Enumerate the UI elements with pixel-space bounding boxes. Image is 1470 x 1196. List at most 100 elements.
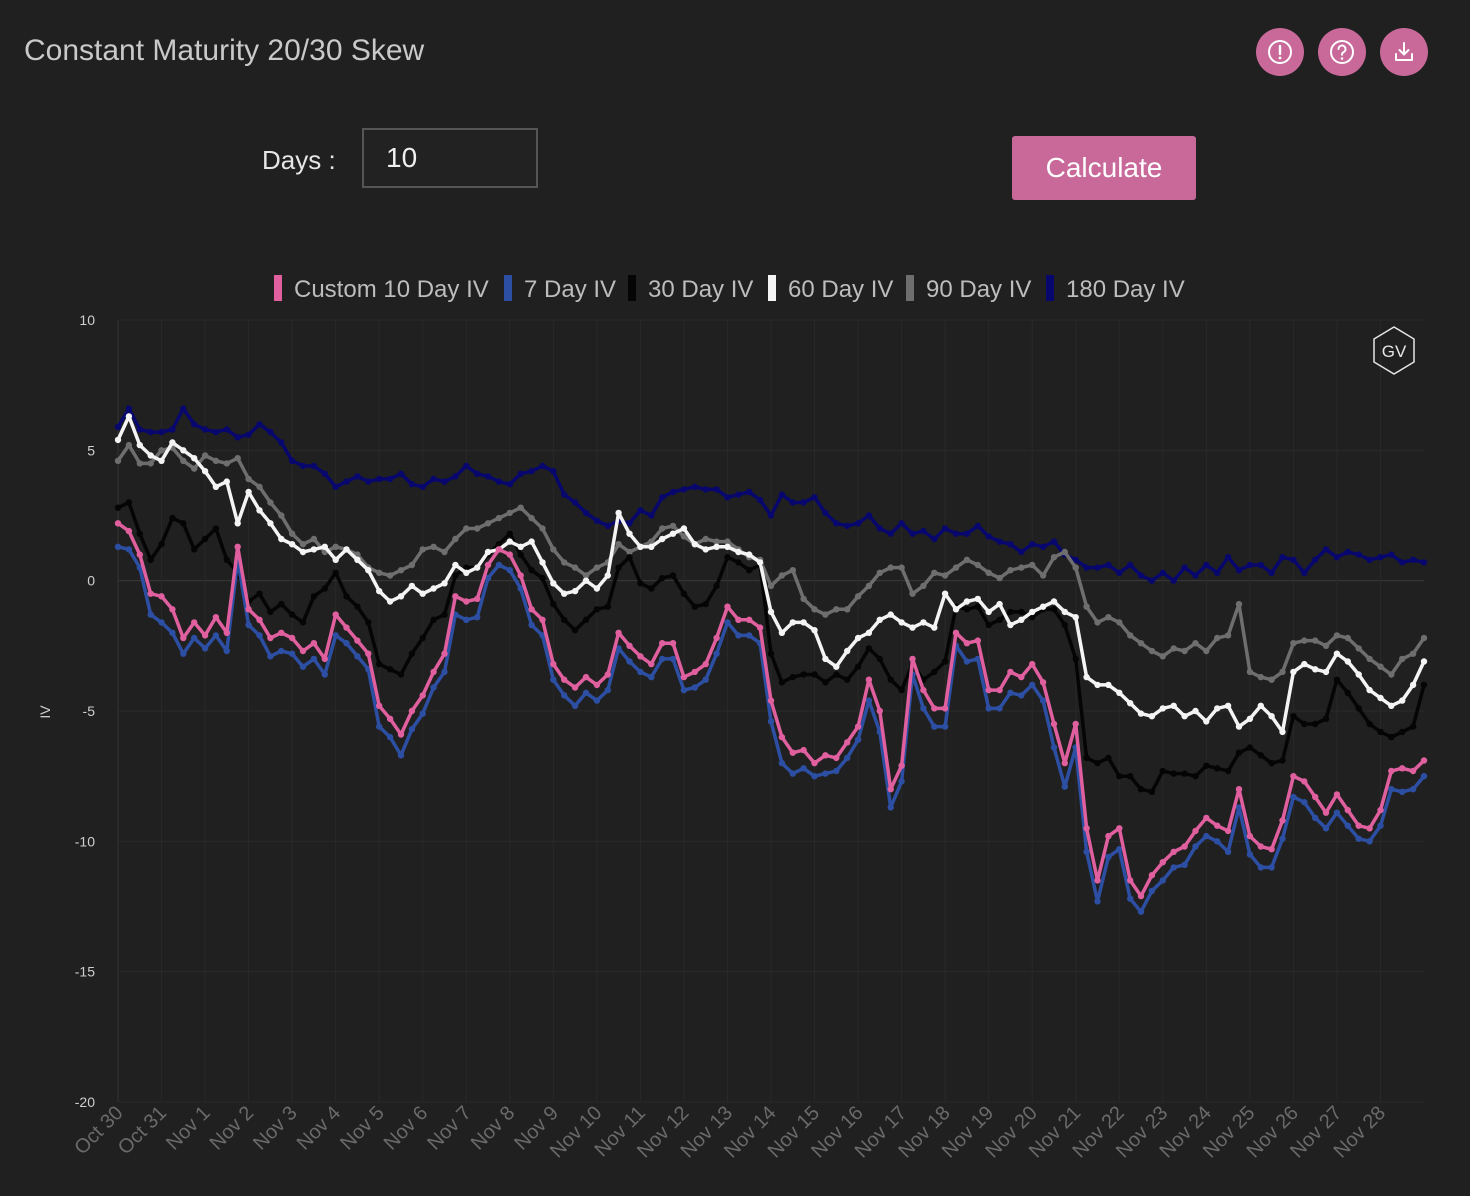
data-point (343, 640, 350, 647)
legend-item[interactable]: 30 Day IV (628, 275, 753, 303)
data-point (637, 668, 644, 676)
data-point (1094, 877, 1101, 884)
data-point (920, 686, 927, 694)
data-point (1137, 908, 1145, 915)
data-point (484, 561, 492, 569)
data-point (941, 723, 949, 730)
data-point (985, 705, 992, 712)
data-point (931, 624, 938, 631)
info-button[interactable] (1256, 28, 1304, 76)
data-point (223, 478, 230, 485)
data-point (1181, 647, 1188, 655)
data-point (267, 653, 274, 660)
data-point (648, 512, 655, 519)
data-point (1029, 608, 1036, 616)
data-point (1039, 543, 1047, 550)
legend-item[interactable]: 7 Day IV (504, 275, 616, 303)
data-point (1388, 702, 1395, 709)
data-point (1301, 720, 1308, 728)
data-point (887, 611, 894, 618)
legend-item[interactable]: 180 Day IV (1046, 275, 1185, 303)
data-point (1388, 786, 1395, 793)
data-point (593, 585, 601, 592)
data-point (1366, 655, 1373, 663)
data-point (659, 525, 666, 532)
data-point (724, 603, 731, 610)
data-point (876, 655, 883, 663)
x-tick-label: Nov 6 (380, 1102, 433, 1155)
data-point (1224, 848, 1232, 855)
data-point (1170, 645, 1177, 652)
data-point (1105, 832, 1112, 840)
data-point (245, 488, 252, 496)
legend[interactable]: Custom 10 Day IV 7 Day IV 30 Day IV 60 Day … (274, 275, 1185, 303)
data-point (909, 655, 916, 663)
data-point (234, 543, 241, 550)
data-point (1214, 765, 1221, 772)
data-point (158, 428, 165, 436)
legend-item[interactable]: Custom 10 Day IV (274, 275, 489, 303)
data-point (539, 616, 546, 623)
data-point (539, 632, 546, 639)
data-point (1268, 676, 1275, 683)
data-point (1312, 793, 1319, 801)
series-180-day-iv (114, 405, 1428, 584)
data-point (724, 494, 731, 501)
data-point (571, 702, 579, 709)
data-point (114, 520, 122, 527)
data-point (1246, 744, 1254, 751)
data-point (1224, 767, 1232, 775)
data-point (1083, 673, 1090, 681)
data-point (680, 590, 688, 597)
data-point (321, 470, 328, 477)
data-point (844, 647, 851, 655)
y-axis: 10 5 0 -5 -10 -15 -20 (75, 312, 95, 1110)
data-point (1388, 551, 1395, 558)
data-point (288, 611, 296, 618)
y-tick-label: -20 (75, 1094, 95, 1110)
data-point (1050, 606, 1058, 613)
data-point (593, 606, 601, 613)
data-point (1127, 773, 1134, 780)
data-point (561, 692, 568, 699)
data-point (245, 475, 252, 483)
legend-item[interactable]: 90 Day IV (906, 275, 1031, 303)
legend-item[interactable]: 60 Day IV (768, 275, 893, 303)
data-point (1333, 554, 1341, 561)
help-button[interactable] (1318, 28, 1366, 76)
data-point (506, 538, 513, 545)
data-point (931, 569, 938, 576)
data-point (1344, 822, 1352, 829)
data-point (1235, 600, 1243, 608)
data-point (724, 554, 731, 561)
data-point (648, 585, 655, 592)
data-point (310, 655, 318, 663)
data-point (332, 569, 339, 576)
data-point (299, 647, 307, 655)
data-point (528, 567, 535, 574)
data-point (974, 561, 981, 569)
download-button[interactable] (1380, 28, 1428, 76)
data-point (996, 574, 1003, 582)
days-input[interactable] (362, 128, 538, 188)
data-point (637, 543, 644, 550)
data-point (789, 619, 796, 626)
calculate-button[interactable]: Calculate (1012, 136, 1196, 200)
data-point (1409, 556, 1417, 563)
y-axis-label: IV (37, 705, 53, 719)
data-point (963, 640, 971, 647)
data-point (1137, 640, 1145, 647)
data-point (822, 655, 829, 663)
data-point (299, 663, 307, 670)
data-point (996, 538, 1003, 545)
data-point (844, 522, 851, 530)
data-point (1409, 723, 1417, 730)
data-point (343, 624, 350, 631)
data-point (430, 616, 437, 623)
data-point (746, 632, 753, 639)
data-point (593, 697, 601, 704)
data-point (1127, 561, 1134, 569)
data-point (517, 470, 524, 477)
data-point (136, 551, 143, 558)
